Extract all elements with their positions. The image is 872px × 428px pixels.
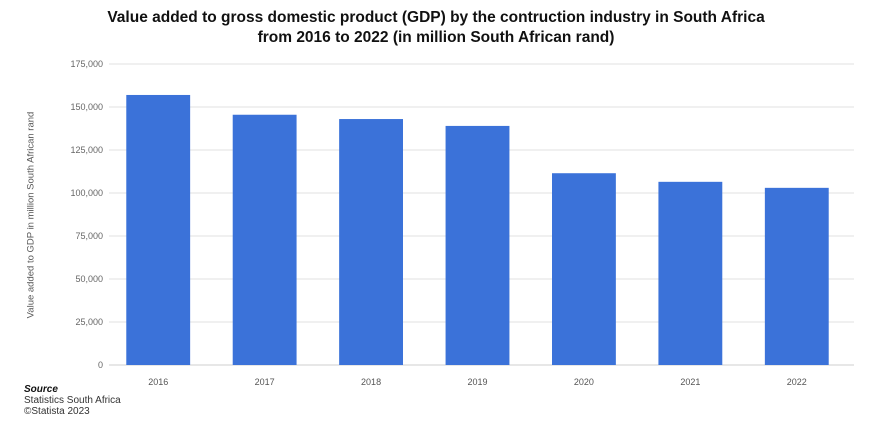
chart-title-line-1: Value added to gross domestic product (G…: [107, 9, 765, 26]
bar-2017: [232, 114, 297, 366]
x-tick-label: 2020: [574, 377, 594, 387]
bar-2022: [764, 187, 829, 365]
y-tick-label: 25,000: [75, 317, 103, 327]
chart-title-line-2: from 2016 to 2022 (in million South Afri…: [257, 29, 615, 46]
bar-2016: [126, 94, 191, 366]
y-tick-label: 150,000: [70, 102, 103, 112]
x-tick-label: 2021: [680, 377, 700, 387]
x-tick-label: 2016: [148, 377, 168, 387]
source-block: Source Statistics South Africa ©Statista…: [24, 384, 121, 417]
bar-2018: [339, 119, 403, 365]
copyright-text: ©Statista 2023: [24, 406, 90, 417]
y-tick-label: 50,000: [75, 274, 103, 284]
bar-2019: [445, 125, 510, 365]
y-tick-label: 125,000: [70, 145, 103, 155]
y-tick-label: 0: [98, 360, 103, 370]
bar-2020: [552, 173, 616, 365]
source-heading: Source: [24, 384, 58, 395]
x-tick-label: 2018: [361, 377, 381, 387]
bar-2021: [658, 181, 723, 365]
x-tick-label: 2022: [787, 377, 807, 387]
source-name: Statistics South Africa: [24, 395, 121, 406]
x-tick-label: 2019: [467, 377, 487, 387]
y-tick-label: 75,000: [75, 231, 103, 241]
y-tick-label: 175,000: [70, 59, 103, 69]
chart-title: Value added to gross domestic product (G…: [0, 8, 872, 48]
x-tick-label: 2017: [255, 377, 275, 387]
y-axis-label: Value added to GDP in million South Afri…: [25, 111, 37, 319]
y-tick-label: 100,000: [70, 188, 103, 198]
